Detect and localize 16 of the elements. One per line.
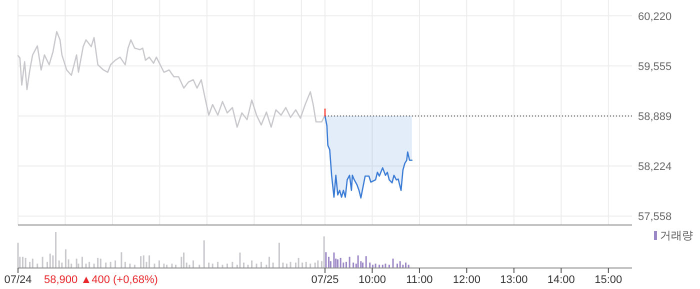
- x-tick-label: 14:00: [547, 274, 575, 286]
- x-tick-label: 10:00: [358, 274, 386, 286]
- legend-label: 거래량: [660, 230, 693, 242]
- x-tick-label: 11:00: [406, 274, 433, 286]
- y-tick-label: 59,555: [638, 60, 672, 73]
- y-tick-label: 60,220: [638, 10, 672, 23]
- y-tick-label: 58,889: [638, 110, 672, 123]
- x-tick-label: 15:00: [594, 274, 622, 286]
- line-series: [17, 30, 326, 128]
- y-tick-label: 58,224: [638, 161, 672, 174]
- x-tick-label: 13:00: [500, 274, 528, 286]
- x-tick-label: 07/25: [311, 274, 339, 286]
- x-tick-label: 12:00: [452, 274, 480, 286]
- y-tick-label: 57,558: [638, 211, 672, 224]
- x-tick-label: 07/24: [4, 274, 32, 286]
- text: 58,900 ▲400 (+0,68%): [44, 274, 158, 286]
